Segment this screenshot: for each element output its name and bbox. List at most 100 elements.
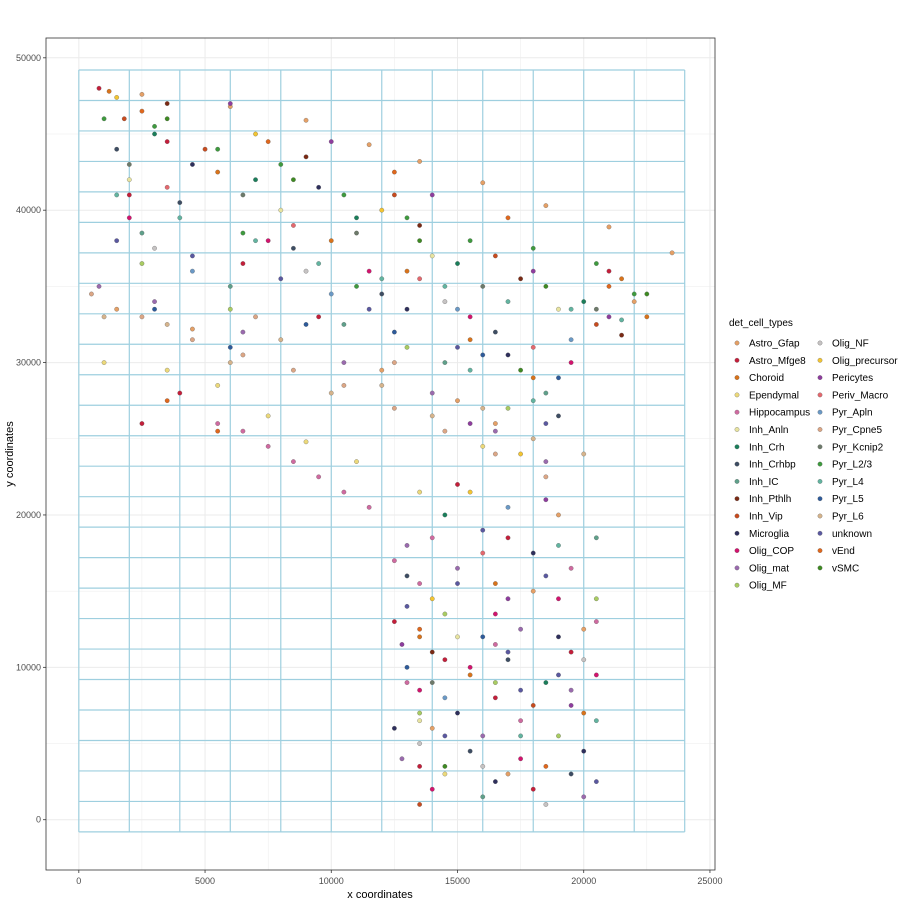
- point-pyr-kcnip2: [480, 284, 486, 289]
- legend-key: [817, 496, 823, 502]
- point-astro-gfap: [505, 771, 511, 777]
- point-pyr-l5: [392, 329, 397, 335]
- legend-key: [734, 496, 740, 502]
- legend-key: [734, 375, 740, 380]
- point-vend: [139, 108, 145, 114]
- legend-key: [817, 427, 823, 432]
- point-olig-mat: [96, 284, 102, 289]
- point-pyr-apln: [442, 695, 448, 701]
- point-pericytes: [429, 192, 435, 198]
- point-pyr-l4: [467, 367, 473, 373]
- legend-key: [817, 409, 823, 415]
- y-tick-label: 40000: [16, 205, 41, 215]
- point-pyr-l6: [164, 322, 170, 327]
- x-tick-label: 5000: [195, 876, 215, 886]
- point-inh-crh: [354, 215, 359, 221]
- point-unknown: [543, 421, 549, 426]
- legend-key: [817, 548, 823, 553]
- point-inh-crhbp: [177, 200, 183, 205]
- point-hippocampus: [215, 421, 221, 426]
- point-astro-mfge8: [316, 314, 321, 320]
- point-pyr-l6: [278, 337, 284, 343]
- point-microglia: [556, 634, 561, 640]
- legend-label: Inh_Pthlh: [749, 494, 791, 505]
- point-microglia: [505, 352, 511, 358]
- point-inh-ic: [593, 535, 599, 541]
- point-astro-gfap: [379, 367, 385, 373]
- x-tick-label: 10000: [319, 876, 344, 886]
- point-periv-macro: [164, 184, 170, 190]
- point-olig-cop: [593, 672, 599, 678]
- legend-key: [734, 530, 740, 536]
- point-pericytes: [543, 497, 549, 503]
- legend-label: Inh_Anln: [749, 425, 788, 436]
- point-inh-vip: [530, 703, 536, 708]
- point-vend: [417, 626, 422, 632]
- point-unknown: [556, 672, 561, 678]
- point-inh-vip: [417, 802, 422, 807]
- point-olig-mat: [543, 459, 549, 464]
- point-hippocampus: [493, 642, 498, 647]
- point-inh-anln: [126, 177, 132, 183]
- point-pyr-cpne5: [190, 337, 195, 343]
- legend-label: Microglia: [749, 529, 789, 540]
- legend-key: [734, 513, 740, 519]
- point-inh-crhbp: [291, 245, 296, 251]
- point-pyr-l4: [505, 299, 511, 304]
- point-ependymal: [164, 367, 170, 373]
- point-olig-mat: [341, 360, 347, 365]
- point-ependymal: [417, 489, 422, 495]
- point-choroid: [493, 581, 498, 586]
- point-pyr-cpne5: [392, 405, 397, 411]
- point-olig-cop: [467, 314, 473, 320]
- point-pyr-l4: [619, 317, 624, 323]
- point-pericytes: [328, 139, 334, 144]
- legend-key: [734, 409, 740, 415]
- point-olig-mf: [404, 344, 410, 350]
- point-olig-mat: [455, 565, 460, 571]
- point-olig-precursor: [518, 451, 523, 457]
- point-pyr-apln: [568, 337, 574, 343]
- point-vsmc: [543, 284, 549, 289]
- point-unknown: [442, 733, 448, 739]
- point-olig-cop: [366, 268, 372, 274]
- point-inh-ic: [480, 794, 486, 800]
- point-unknown: [114, 238, 120, 244]
- legend-key: [817, 565, 823, 571]
- point-unknown: [278, 276, 284, 282]
- point-pericytes: [227, 101, 233, 106]
- point-pyr-l5: [227, 344, 233, 350]
- point-periv-macro: [291, 223, 296, 228]
- point-olig-precursor: [114, 95, 120, 100]
- legend-label: Pericytes: [832, 373, 873, 384]
- point-ependymal: [101, 360, 107, 365]
- point-choroid: [215, 169, 221, 175]
- legend-key: [734, 444, 740, 450]
- point-pyr-l2-3: [593, 261, 599, 266]
- point-olig-precursor: [429, 596, 435, 602]
- point-olig-mat: [581, 794, 587, 800]
- y-tick-label: 10000: [16, 662, 41, 672]
- legend-key: [817, 375, 823, 380]
- point-inh-pthlh: [417, 223, 422, 228]
- point-hippocampus: [265, 444, 271, 449]
- y-axis-title: y coordinates: [4, 421, 16, 487]
- point-pyr-apln: [455, 306, 460, 312]
- point-pyr-kcnip2: [126, 162, 132, 167]
- point-hippocampus: [341, 489, 347, 495]
- point-pyr-l6: [101, 314, 107, 320]
- point-pyr-l6: [328, 390, 334, 396]
- point-choroid: [619, 276, 624, 282]
- legend-label: Ependymal: [749, 390, 799, 401]
- point-olig-nf: [152, 245, 157, 251]
- point-olig-cop: [556, 596, 561, 602]
- point-astro-mfge8: [505, 535, 511, 541]
- point-microglia: [493, 779, 498, 784]
- point-pyr-cpne5: [392, 360, 397, 365]
- point-inh-crhbp: [505, 657, 511, 663]
- point-olig-precursor: [253, 131, 258, 137]
- point-pyr-l2-3: [101, 116, 107, 122]
- point-microglia: [530, 550, 536, 556]
- point-astro-mfge8: [530, 786, 536, 792]
